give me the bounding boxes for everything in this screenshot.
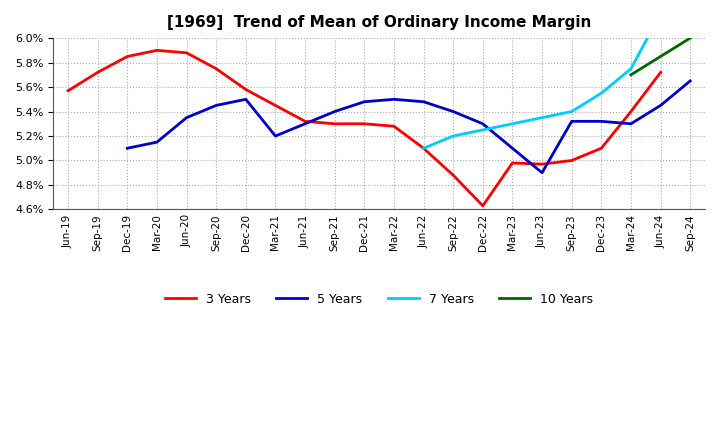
5 Years (656, 103, 665, 108)
3 Years (123, 54, 132, 59)
Legend: 3 Years, 5 Years, 7 Years, 10 Years: 3 Years, 5 Years, 7 Years, 10 Years (160, 288, 598, 311)
5 Years (419, 99, 428, 104)
5 Years (330, 109, 339, 114)
3 Years (301, 119, 310, 124)
3 Years (241, 87, 250, 92)
5 Years (301, 121, 310, 126)
5 Years (271, 133, 280, 139)
Title: [1969]  Trend of Mean of Ordinary Income Margin: [1969] Trend of Mean of Ordinary Income … (167, 15, 591, 30)
3 Years (63, 88, 72, 93)
7 Years (419, 146, 428, 151)
3 Years (271, 103, 280, 108)
5 Years (153, 139, 161, 145)
Line: 5 Years: 5 Years (127, 81, 690, 173)
5 Years (479, 121, 487, 126)
3 Years (567, 158, 576, 163)
10 Years (656, 54, 665, 59)
5 Years (626, 121, 635, 126)
3 Years (94, 70, 102, 75)
Line: 10 Years: 10 Years (631, 38, 690, 75)
Line: 7 Years: 7 Years (423, 0, 690, 148)
3 Years (449, 172, 457, 178)
5 Years (360, 99, 369, 104)
3 Years (479, 203, 487, 209)
5 Years (212, 103, 220, 108)
3 Years (153, 48, 161, 53)
7 Years (538, 115, 546, 120)
Line: 3 Years: 3 Years (68, 50, 660, 206)
7 Years (656, 11, 665, 16)
5 Years (686, 78, 695, 84)
5 Years (449, 109, 457, 114)
10 Years (686, 36, 695, 41)
5 Years (508, 146, 517, 151)
3 Years (538, 161, 546, 167)
3 Years (360, 121, 369, 126)
5 Years (390, 97, 398, 102)
3 Years (626, 109, 635, 114)
5 Years (241, 97, 250, 102)
5 Years (567, 119, 576, 124)
7 Years (508, 121, 517, 126)
3 Years (597, 146, 606, 151)
3 Years (212, 66, 220, 71)
7 Years (597, 91, 606, 96)
3 Years (182, 50, 191, 55)
5 Years (123, 146, 132, 151)
7 Years (626, 66, 635, 71)
5 Years (597, 119, 606, 124)
10 Years (626, 72, 635, 77)
3 Years (656, 70, 665, 75)
3 Years (419, 146, 428, 151)
7 Years (479, 127, 487, 132)
3 Years (390, 124, 398, 129)
7 Years (449, 133, 457, 139)
7 Years (567, 109, 576, 114)
3 Years (330, 121, 339, 126)
3 Years (508, 160, 517, 165)
5 Years (182, 115, 191, 120)
5 Years (538, 170, 546, 176)
